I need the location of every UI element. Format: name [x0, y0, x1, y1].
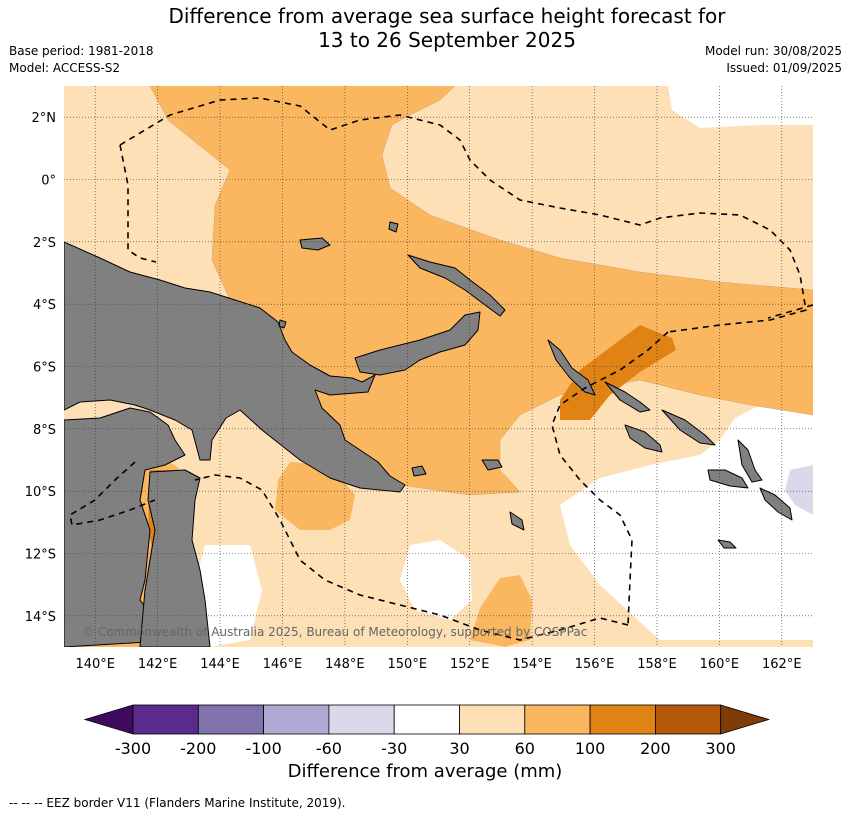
gridlines: [64, 86, 813, 647]
latitude-tick-label: 14°S: [25, 610, 56, 625]
longitude-tick-label: 150°E: [388, 657, 428, 672]
colorbar-boxes: [83, 704, 771, 735]
louisiade-island: [509, 511, 525, 531]
dentrecasteaux-island: [411, 465, 427, 477]
field-neg-30-60: [785, 465, 813, 515]
longitude-tick-label: 162°E: [762, 657, 802, 672]
latitude-tick-label: 6°S: [33, 361, 56, 376]
vanuatu-island: [759, 487, 793, 521]
longitude-tick-label: 152°E: [450, 657, 490, 672]
colorbar-tick-label: 100: [575, 739, 606, 758]
colorbar-box: [393, 704, 460, 735]
colorbar-box: [655, 704, 722, 735]
colorbar-title: Difference from average (mm): [287, 761, 563, 782]
colorbar-tick-label: -100: [245, 739, 281, 758]
makira-island: [707, 469, 749, 489]
small-island-3: [717, 539, 737, 549]
issued-date: Issued: 01/09/2025: [726, 61, 842, 75]
meta-left: Base period: 1981-2018 Model: ACCESS-S2: [9, 43, 154, 77]
colorbar-tick-label: 300: [705, 739, 736, 758]
field-100-200-solomon: [560, 325, 676, 420]
colorbar-tick-label: 60: [515, 739, 535, 758]
new-ireland-island: [407, 254, 506, 317]
latitude-tick-label: 10°S: [25, 485, 56, 500]
colorbar-box: [589, 704, 656, 735]
longitude-tick-label: 156°E: [575, 657, 615, 672]
latitude-tick-label: 4°S: [33, 298, 56, 313]
bougainville-island: [547, 339, 596, 396]
longitude-tick-label: 146°E: [263, 657, 303, 672]
field-neutral-ne: [668, 86, 813, 128]
new-guinea-island: [64, 241, 406, 493]
field-neutral-sw: [190, 545, 262, 647]
longitude-tick-label: 144°E: [200, 657, 240, 672]
manus-island: [299, 237, 331, 251]
latitude-labels: 2°N 0° 2°S 4°S 6°S 8°S 10°S 12°S 14°S: [25, 111, 56, 625]
colorbar-tick-label: -200: [180, 739, 216, 758]
forecast-map: 140°E 142°E 144°E 146°E 148°E 150°E 152°E 154°E…: [25, 86, 813, 672]
colorbar-box: [459, 704, 526, 735]
title-line-2: 13 to 26 September 2025: [318, 28, 576, 52]
colorbar-arrow-right: [720, 704, 771, 735]
map-title: Difference from average sea surface heig…: [0, 4, 850, 52]
colorbar-box: [263, 704, 330, 735]
eez-footnote: -- -- -- EEZ border V11 (Flanders Marine…: [9, 796, 346, 810]
malaita-island: [661, 409, 716, 446]
trobriand-island: [481, 459, 503, 471]
colorbar-box: [328, 704, 395, 735]
latitude-tick-label: 0°: [41, 174, 56, 189]
colorbar-tick-label: -30: [381, 739, 407, 758]
longitude-tick-label: 154°E: [512, 657, 552, 672]
colorbar-tick-label: -300: [115, 739, 151, 758]
colorbar-labels: -300 -200 -100 -60 -30 30 60 100 200 300: [115, 739, 736, 758]
field-60-100-south: [470, 575, 532, 647]
colorbar-box: [524, 704, 591, 735]
longitude-tick-label: 158°E: [637, 657, 677, 672]
latitude-tick-label: 12°S: [25, 548, 56, 563]
santa-cruz-islands: [737, 439, 763, 483]
new-britain-island: [354, 311, 481, 376]
longitude-tick-label: 142°E: [138, 657, 178, 672]
land: [64, 221, 793, 647]
title-line-1: Difference from average sea surface heig…: [168, 4, 726, 28]
model-run: Model run: 30/08/2025: [704, 44, 842, 58]
colorbar-arrow-left: [83, 704, 134, 735]
base-period: Base period: 1981-2018: [9, 44, 154, 58]
latitude-tick-label: 2°S: [33, 236, 56, 251]
small-island-1: [388, 221, 399, 233]
colorbar-tick-label: -60: [316, 739, 342, 758]
santa-isabel-island: [604, 381, 651, 413]
longitude-tick-label: 160°E: [700, 657, 740, 672]
latitude-tick-label: 8°S: [33, 423, 56, 438]
colorbar-tick-label: 200: [640, 739, 671, 758]
colorbar-tick-label: 30: [449, 739, 469, 758]
latitude-tick-label: 2°N: [32, 111, 57, 126]
longitude-labels: 140°E 142°E 144°E 146°E 148°E 150°E 152°E 154°E…: [75, 657, 801, 672]
copyright-credit: © Commonwealth of Australia 2025, Bureau…: [82, 625, 588, 639]
colorbar-box: [132, 704, 199, 735]
eez-border: [69, 97, 813, 641]
colorbar-box: [197, 704, 265, 735]
meta-right: Model run: 30/08/2025 Issued: 01/09/2025: [705, 43, 842, 77]
model-name: Model: ACCESS-S2: [9, 61, 121, 75]
field-neutral-s: [400, 540, 472, 620]
guadalcanal-island: [624, 424, 663, 453]
longitude-tick-label: 148°E: [325, 657, 365, 672]
longitude-tick-label: 140°E: [75, 657, 115, 672]
